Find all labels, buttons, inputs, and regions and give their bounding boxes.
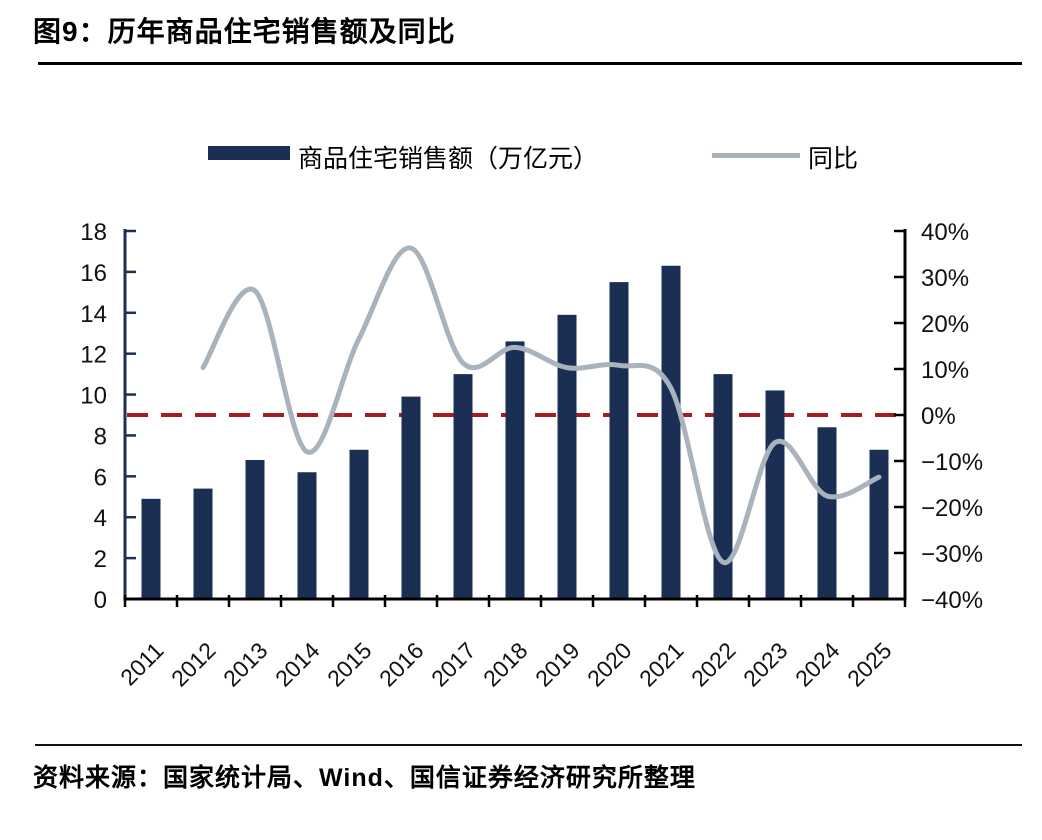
right-axis-label: 10% — [921, 357, 969, 384]
x-axis-label-2012: 2012 — [166, 637, 221, 692]
left-axis-label: 10 — [80, 383, 107, 410]
left-axis-label: 4 — [94, 505, 107, 532]
bar-2013 — [245, 459, 265, 599]
x-axis-label-2015: 2015 — [322, 637, 377, 692]
left-axis-label: 16 — [80, 260, 107, 287]
x-axis-label-2018: 2018 — [478, 637, 533, 692]
right-axis-label: −10% — [921, 449, 983, 476]
x-axis-label-2025: 2025 — [842, 637, 897, 692]
left-axis-label: 0 — [94, 587, 107, 614]
x-axis-label-2011: 2011 — [115, 637, 168, 690]
left-axis-label: 8 — [94, 423, 107, 450]
x-axis-label-2024: 2024 — [790, 637, 845, 692]
left-axis-label: 2 — [94, 546, 107, 573]
bar-2017 — [453, 374, 473, 599]
right-axis-label: −20% — [921, 495, 983, 522]
yoy-line — [200, 245, 882, 565]
bar-2022 — [713, 374, 733, 599]
right-axis-label: 20% — [921, 311, 969, 338]
bar-2015 — [349, 449, 369, 599]
bar-2014 — [297, 472, 317, 599]
x-axis-label-2019: 2019 — [530, 637, 585, 692]
bar-2021 — [661, 265, 681, 599]
footer-divider — [35, 744, 1022, 746]
bar-2012 — [193, 488, 213, 599]
x-axis-label-2017: 2017 — [426, 637, 481, 692]
source-note: 资料来源：国家统计局、Wind、国信证券经济研究所整理 — [33, 764, 696, 792]
figure-title: 图9：历年商品住宅销售额及同比 — [33, 16, 456, 47]
legend-bar-label: 商品住宅销售额（万亿元） — [298, 145, 599, 173]
bar-2019 — [557, 314, 577, 599]
bar-2023 — [765, 390, 785, 599]
left-axis-label: 6 — [94, 464, 107, 491]
x-axis-label-2013: 2013 — [218, 637, 273, 692]
right-axis-label: 0% — [921, 403, 956, 430]
bar-2018 — [505, 341, 525, 599]
right-axis-label: −30% — [921, 541, 983, 568]
left-axis-label: 14 — [80, 301, 107, 328]
left-axis-label: 18 — [80, 219, 107, 246]
x-axis-label-2021: 2021 — [634, 637, 689, 692]
x-axis-label-2023: 2023 — [738, 637, 793, 692]
bar-2016 — [401, 396, 421, 599]
bar-2025 — [869, 449, 889, 599]
x-axis-label-2014: 2014 — [270, 637, 325, 692]
left-axis-label: 12 — [80, 342, 107, 369]
bar-2020 — [609, 282, 629, 599]
legend-line-label: 同比 — [808, 145, 859, 173]
right-axis-label: −40% — [921, 587, 983, 614]
right-axis-label: 30% — [921, 265, 969, 292]
legend-line-swatch-icon — [712, 153, 800, 158]
x-axis-label-2020: 2020 — [582, 637, 637, 692]
x-axis-label-2016: 2016 — [374, 637, 429, 692]
right-axis-label: 40% — [921, 219, 969, 246]
bar-2011 — [141, 498, 161, 599]
x-axis-label-2022: 2022 — [686, 637, 741, 692]
legend-bar-swatch-icon — [208, 146, 290, 160]
bar-2024 — [817, 427, 837, 599]
title-divider — [38, 62, 1022, 65]
